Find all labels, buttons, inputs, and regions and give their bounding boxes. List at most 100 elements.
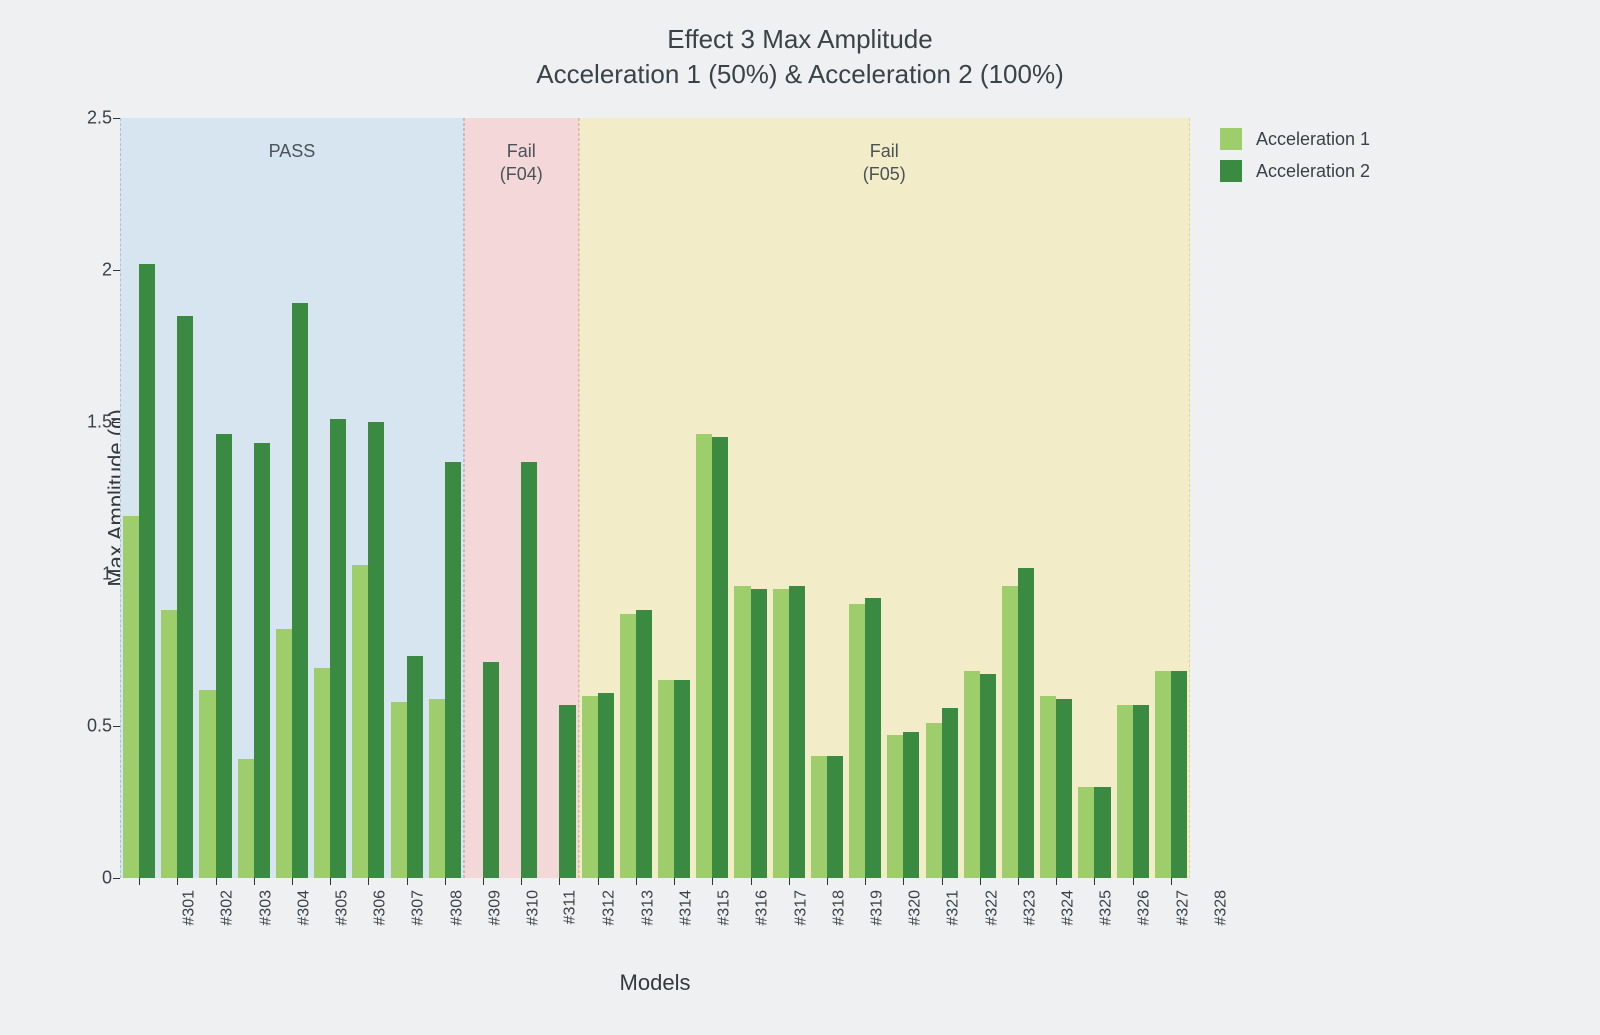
y-tick-mark <box>113 422 120 423</box>
x-tick-label: #323 <box>1021 890 1039 926</box>
x-tick-label: #320 <box>907 890 925 926</box>
x-tick-mark <box>483 878 484 885</box>
y-tick-label: 0.5 <box>87 716 112 737</box>
x-tick-mark <box>751 878 752 885</box>
bar <box>1094 787 1110 878</box>
y-tick-label: 1 <box>102 564 112 585</box>
x-tick-mark <box>827 878 828 885</box>
bar <box>674 680 690 878</box>
y-tick-mark <box>113 726 120 727</box>
x-tick-mark <box>942 878 943 885</box>
bar <box>811 756 827 878</box>
bar <box>314 668 330 878</box>
x-tick-label: #307 <box>410 890 428 926</box>
bar <box>696 434 712 878</box>
bar <box>827 756 843 878</box>
x-tick-mark <box>139 878 140 885</box>
x-tick-mark <box>1171 878 1172 885</box>
bar <box>1018 568 1034 878</box>
region-label: PASS <box>121 140 463 163</box>
x-tick-mark <box>865 878 866 885</box>
x-tick-label: #328 <box>1212 890 1230 926</box>
x-tick-mark <box>1018 878 1019 885</box>
x-tick-mark <box>254 878 255 885</box>
x-tick-label: #315 <box>716 890 734 926</box>
bar <box>276 629 292 878</box>
bar <box>216 434 232 878</box>
y-tick-label: 2.5 <box>87 108 112 129</box>
plot-area: PASSFail (F04)Fail (F05) <box>120 118 1190 878</box>
bar <box>292 303 308 878</box>
x-tick-label: #303 <box>257 890 275 926</box>
bar <box>849 604 865 878</box>
legend: Acceleration 1Acceleration 2 <box>1220 128 1370 192</box>
bar <box>1002 586 1018 878</box>
y-tick-mark <box>113 270 120 271</box>
x-tick-mark <box>216 878 217 885</box>
bar <box>582 696 598 878</box>
x-tick-mark <box>177 878 178 885</box>
x-tick-label: #310 <box>525 890 543 926</box>
x-tick-mark <box>521 878 522 885</box>
bar <box>712 437 728 878</box>
bar <box>887 735 903 878</box>
chart-title-line2: Acceleration 1 (50%) & Acceleration 2 (1… <box>536 59 1064 89</box>
y-tick-label: 0 <box>102 868 112 889</box>
x-tick-mark <box>712 878 713 885</box>
x-tick-label: #317 <box>792 890 810 926</box>
x-tick-mark <box>1056 878 1057 885</box>
x-tick-mark <box>789 878 790 885</box>
bar <box>161 610 177 878</box>
bar <box>123 516 139 878</box>
x-tick-mark <box>674 878 675 885</box>
bar <box>483 662 499 878</box>
bar <box>751 589 767 878</box>
x-tick-label: #312 <box>601 890 619 926</box>
x-tick-mark <box>636 878 637 885</box>
bar <box>238 759 254 878</box>
chart-title-line1: Effect 3 Max Amplitude <box>667 24 932 54</box>
legend-item: Acceleration 2 <box>1220 160 1370 182</box>
x-tick-label: #327 <box>1174 890 1192 926</box>
bar <box>773 589 789 878</box>
bar <box>391 702 407 878</box>
x-tick-label: #325 <box>1098 890 1116 926</box>
bar <box>658 680 674 878</box>
bar <box>1078 787 1094 878</box>
bar <box>980 674 996 878</box>
bar <box>942 708 958 878</box>
bar <box>1040 696 1056 878</box>
bar <box>620 614 636 878</box>
bar <box>926 723 942 878</box>
x-tick-label: #302 <box>219 890 237 926</box>
x-tick-mark <box>1133 878 1134 885</box>
x-tick-label: #319 <box>869 890 887 926</box>
x-tick-label: #313 <box>639 890 657 926</box>
bar <box>254 443 270 878</box>
x-tick-label: #326 <box>1136 890 1154 926</box>
x-tick-label: #305 <box>334 890 352 926</box>
x-tick-mark <box>292 878 293 885</box>
x-tick-mark <box>1094 878 1095 885</box>
x-tick-mark <box>559 878 560 885</box>
bar <box>789 586 805 878</box>
bar <box>636 610 652 878</box>
bar <box>429 699 445 878</box>
x-tick-label: #316 <box>754 890 772 926</box>
bar <box>964 671 980 878</box>
bar <box>445 462 461 878</box>
legend-swatch <box>1220 160 1242 182</box>
x-axis-label-text: Models <box>620 970 691 995</box>
bar <box>330 419 346 878</box>
x-tick-label: #314 <box>677 890 695 926</box>
x-tick-mark <box>598 878 599 885</box>
x-tick-label: #322 <box>983 890 1001 926</box>
bar <box>1056 699 1072 878</box>
bar <box>1155 671 1171 878</box>
x-tick-mark <box>980 878 981 885</box>
x-tick-label: #304 <box>295 890 313 926</box>
y-tick-mark <box>113 878 120 879</box>
x-tick-mark <box>903 878 904 885</box>
x-tick-label: #309 <box>486 890 504 926</box>
y-tick-mark <box>113 574 120 575</box>
